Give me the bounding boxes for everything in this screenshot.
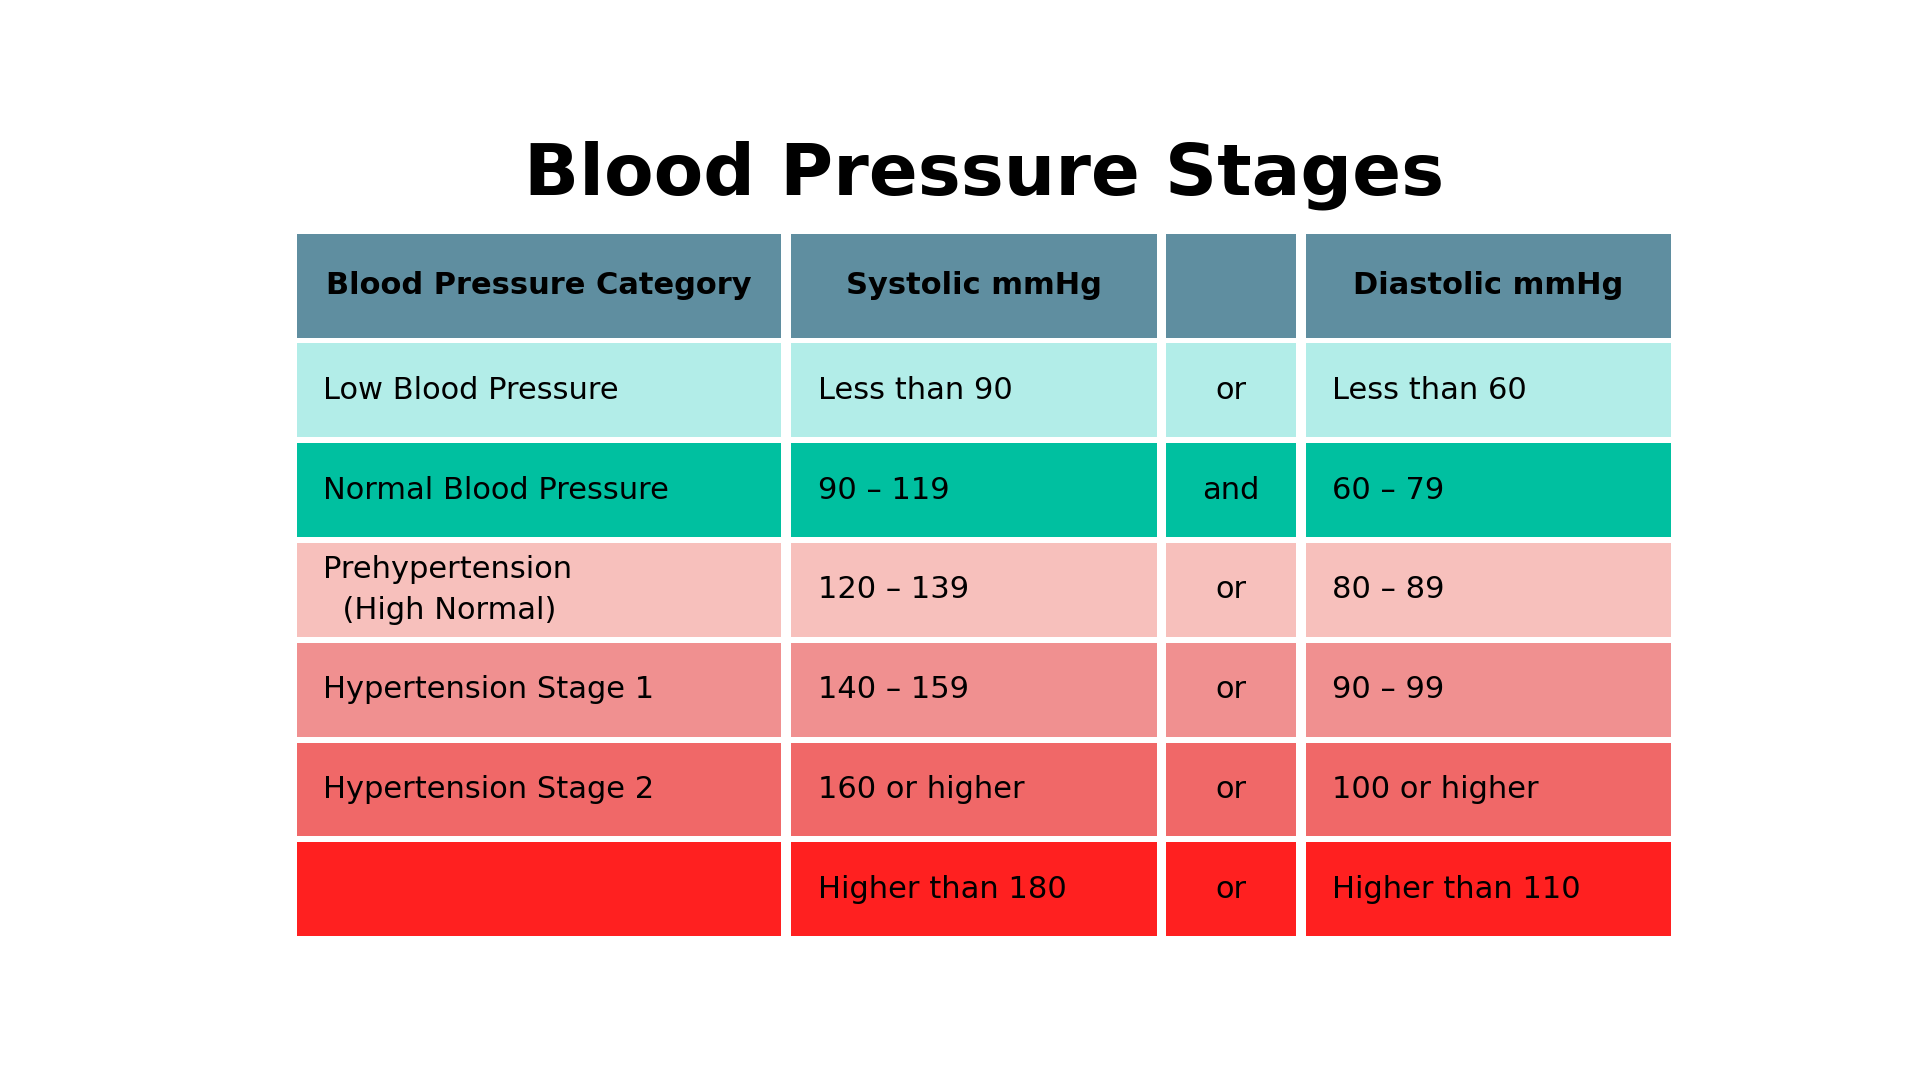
FancyBboxPatch shape <box>791 543 1156 637</box>
FancyBboxPatch shape <box>296 233 781 338</box>
Text: 120 – 139: 120 – 139 <box>818 576 970 605</box>
Text: Less than 90: Less than 90 <box>818 376 1012 405</box>
Text: Low Blood Pressure: Low Blood Pressure <box>323 376 618 405</box>
Text: 90 – 99: 90 – 99 <box>1332 675 1444 704</box>
Text: Higher than 180: Higher than 180 <box>818 875 1066 904</box>
FancyBboxPatch shape <box>296 443 781 537</box>
Text: Systolic mmHg: Systolic mmHg <box>847 271 1102 300</box>
Text: or: or <box>1215 875 1246 904</box>
FancyBboxPatch shape <box>791 743 1156 837</box>
FancyBboxPatch shape <box>296 643 781 737</box>
FancyBboxPatch shape <box>1306 543 1672 637</box>
Text: 60 – 79: 60 – 79 <box>1332 475 1444 504</box>
Text: 100 or higher: 100 or higher <box>1332 775 1540 804</box>
Text: Normal Blood Pressure: Normal Blood Pressure <box>323 475 670 504</box>
FancyBboxPatch shape <box>791 233 1156 338</box>
Text: Higher than 110: Higher than 110 <box>1332 875 1580 904</box>
FancyBboxPatch shape <box>296 543 781 637</box>
Text: 160 or higher: 160 or higher <box>818 775 1023 804</box>
Text: 140 – 159: 140 – 159 <box>818 675 968 704</box>
FancyBboxPatch shape <box>1165 233 1296 338</box>
Text: Blood Pressure Category: Blood Pressure Category <box>326 271 753 300</box>
FancyBboxPatch shape <box>1306 233 1672 338</box>
Text: Prehypertension
  (High Normal): Prehypertension (High Normal) <box>323 555 572 624</box>
Text: Less than 60: Less than 60 <box>1332 376 1526 405</box>
Text: Hypertension Stage 1: Hypertension Stage 1 <box>323 675 655 704</box>
FancyBboxPatch shape <box>791 643 1156 737</box>
FancyBboxPatch shape <box>1306 643 1672 737</box>
FancyBboxPatch shape <box>1165 842 1296 936</box>
Text: Hypertension Stage 2: Hypertension Stage 2 <box>323 775 655 804</box>
FancyBboxPatch shape <box>296 343 781 437</box>
FancyBboxPatch shape <box>1165 443 1296 537</box>
FancyBboxPatch shape <box>1165 343 1296 437</box>
FancyBboxPatch shape <box>1306 842 1672 936</box>
FancyBboxPatch shape <box>1306 443 1672 537</box>
FancyBboxPatch shape <box>1306 743 1672 837</box>
FancyBboxPatch shape <box>1165 743 1296 837</box>
FancyBboxPatch shape <box>791 343 1156 437</box>
FancyBboxPatch shape <box>296 743 781 837</box>
Text: or: or <box>1215 376 1246 405</box>
Text: Diastolic mmHg: Diastolic mmHg <box>1354 271 1624 300</box>
FancyBboxPatch shape <box>1165 643 1296 737</box>
FancyBboxPatch shape <box>791 443 1156 537</box>
Text: Hypertensive Crisis
(Medical Emergency!): Hypertensive Crisis (Medical Emergency!) <box>323 854 659 924</box>
Text: or: or <box>1215 675 1246 704</box>
Text: and: and <box>1202 475 1260 504</box>
Text: or: or <box>1215 775 1246 804</box>
Text: 80 – 89: 80 – 89 <box>1332 576 1446 605</box>
FancyBboxPatch shape <box>296 842 781 936</box>
FancyBboxPatch shape <box>1306 343 1672 437</box>
Text: 90 – 119: 90 – 119 <box>818 475 948 504</box>
FancyBboxPatch shape <box>1165 543 1296 637</box>
Text: Blood Pressure Stages: Blood Pressure Stages <box>524 140 1444 211</box>
FancyBboxPatch shape <box>791 842 1156 936</box>
Text: or: or <box>1215 576 1246 605</box>
